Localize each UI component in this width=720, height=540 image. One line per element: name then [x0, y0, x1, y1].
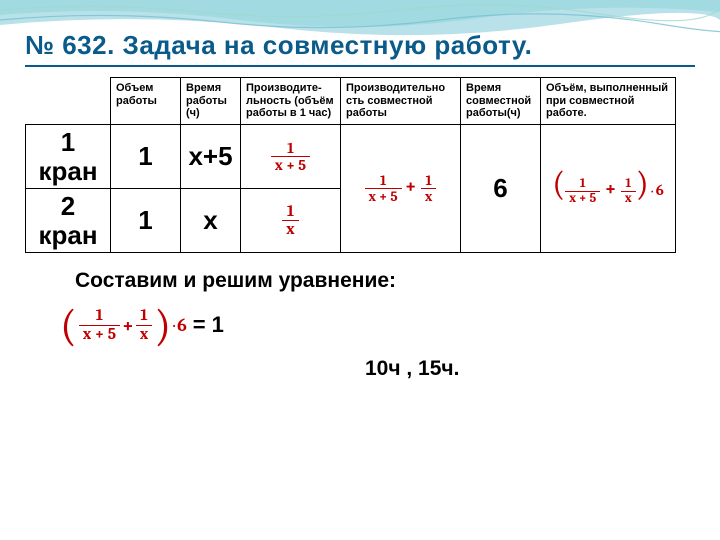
equation: ( 1x + 5 + 1x ) · 6 = 1	[60, 307, 695, 343]
col-header: Производите-льность (объём работы в 1 ча…	[241, 78, 341, 125]
page-title: № 632. Задача на совместную работу.	[25, 30, 695, 67]
table-row: 1 кран 1 х+5 1x + 5 1x + 5 + 1x 6 (1x + …	[26, 124, 676, 188]
equation-intro: Составим и решим уравнение:	[75, 269, 695, 293]
result-text: 10ч , 15ч.	[365, 357, 695, 381]
col-header: Объём, выполненный при совместной работе…	[541, 78, 676, 125]
col-header: Производительно сть совместной работы	[341, 78, 461, 125]
cell-time: х+5	[181, 124, 241, 188]
cell-joint-vol: (1x + 5 + 1x) · 6	[541, 124, 676, 252]
col-header: Время совместной работы(ч)	[461, 78, 541, 125]
equals-sign: =	[193, 312, 206, 338]
cell-joint-time: 6	[461, 124, 541, 252]
title-number: № 632.	[25, 30, 115, 60]
row-label: 1 кран	[26, 124, 111, 188]
cell-vol: 1	[111, 189, 181, 253]
row-label: 2 кран	[26, 189, 111, 253]
col-header: Время работы (ч)	[181, 78, 241, 125]
cell-rate: 1x	[241, 189, 341, 253]
rhs: 1	[212, 312, 224, 338]
cell-rate: 1x + 5	[241, 124, 341, 188]
table-header-row: Объем работы Время работы (ч) Производит…	[26, 78, 676, 125]
cell-vol: 1	[111, 124, 181, 188]
cell-time: х	[181, 189, 241, 253]
title-text: Задача на совместную работу.	[123, 30, 533, 60]
cell-joint-rate: 1x + 5 + 1x	[341, 124, 461, 252]
work-table: Объем работы Время работы (ч) Производит…	[25, 77, 676, 253]
col-header: Объем работы	[111, 78, 181, 125]
